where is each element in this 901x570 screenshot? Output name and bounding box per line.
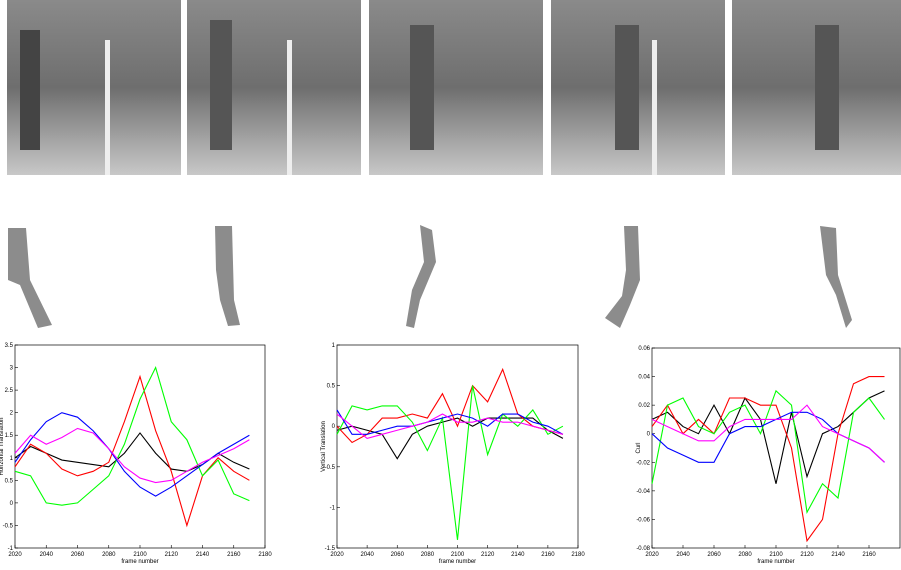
x-tick-label: 2060: [71, 552, 85, 558]
y-tick-label: 0.5: [327, 384, 336, 390]
photo: [732, 0, 901, 175]
page: -1 -0.5 0 0.5 1 1.5 2 2.5 3 3.5 2020 2040 2060 2080 21…: [0, 0, 901, 565]
x-tick-label: 2100: [769, 552, 783, 558]
y-tick-label: 0: [10, 501, 14, 507]
y-tick-label: 1: [10, 456, 14, 462]
x-tick-label: 2160: [862, 552, 876, 558]
y-tick-label: -0.5: [3, 523, 14, 529]
x-tick-label: 2040: [360, 552, 374, 558]
x-tick-label: 2140: [511, 552, 525, 558]
x-tick-label: 2100: [133, 552, 147, 558]
y-axis-label: Horizontal Translation: [0, 417, 5, 475]
x-tick-label: 2080: [738, 552, 752, 558]
y-tick-label: -0.06: [636, 517, 650, 523]
y-tick-label: 2: [10, 411, 14, 417]
photo: [7, 0, 181, 175]
x-axis-label: frame number: [757, 559, 794, 565]
x-tick-label: 2060: [707, 552, 721, 558]
y-tick-label: 3.5: [5, 343, 14, 349]
y-tick-label: 0: [647, 432, 651, 438]
y-tick-label: 1.5: [5, 433, 14, 439]
photo: [551, 0, 725, 175]
x-tick-label: 2140: [831, 552, 845, 558]
y-tick-label: -0.04: [636, 489, 650, 495]
x-tick-label: 2020: [8, 552, 22, 558]
x-tick-label: 2120: [165, 552, 179, 558]
y-tick-label: 1: [332, 343, 336, 349]
y-tick-label: 0.06: [638, 346, 650, 352]
y-tick-label: -0.02: [636, 460, 650, 466]
y-tick-label: 0.02: [638, 403, 650, 409]
silhouette: [8, 228, 52, 328]
x-tick-label: 2080: [421, 552, 435, 558]
x-axis-label: frame number: [439, 559, 476, 565]
y-tick-label: 2.5: [5, 388, 14, 394]
x-tick-label: 2040: [676, 552, 690, 558]
x-tick-label: 2120: [800, 552, 814, 558]
photo: [369, 0, 543, 175]
y-tick-label: 0.04: [638, 375, 650, 381]
x-tick-label: 2160: [227, 552, 241, 558]
photo-row: [7, 0, 901, 175]
x-tick-label: 2020: [645, 552, 659, 558]
silhouette: [215, 226, 240, 326]
y-axis-label: Curl: [636, 442, 642, 453]
y-tick-label: 3: [10, 366, 14, 372]
silhouette-row: [8, 225, 852, 328]
x-tick-label: 2080: [102, 552, 116, 558]
x-tick-label: 2020: [330, 552, 344, 558]
y-tick-label: 0: [332, 424, 336, 430]
photo: [187, 0, 361, 175]
x-tick-label: 2060: [391, 552, 405, 558]
y-tick-label: 0.5: [5, 478, 14, 484]
x-tick-label: 2140: [196, 552, 210, 558]
silhouette: [406, 225, 436, 328]
x-tick-label: 2160: [541, 552, 555, 558]
x-tick-label: 2040: [40, 552, 54, 558]
silhouette: [605, 226, 640, 328]
x-tick-label: 2120: [481, 552, 495, 558]
plot-frame: [652, 348, 900, 548]
y-tick-label: -1: [330, 505, 336, 511]
x-tick-label: 2100: [451, 552, 465, 558]
y-axis-label: Vertical Translation: [321, 421, 327, 472]
x-axis-label: frame number: [121, 559, 158, 565]
plot-frame: [337, 345, 578, 548]
figure: -1 -0.5 0 0.5 1 1.5 2 2.5 3 3.5 2020 2040 2060 2080 21…: [0, 0, 901, 565]
x-tick-label: 2180: [258, 552, 272, 558]
x-tick-label: 2180: [571, 552, 585, 558]
silhouette: [820, 226, 852, 328]
